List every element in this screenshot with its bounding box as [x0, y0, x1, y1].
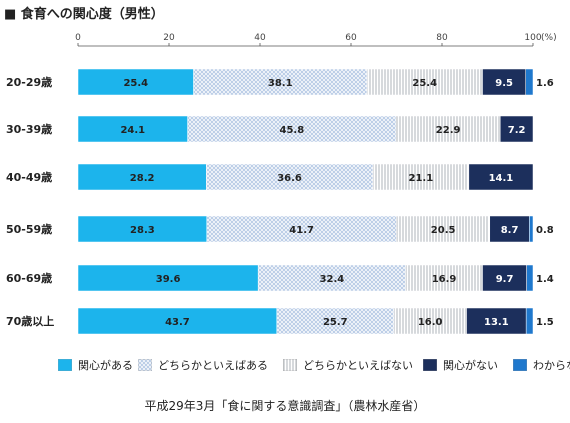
bar-segment — [77, 307, 278, 335]
data-label: 28.2 — [130, 173, 155, 184]
data-label: 1.5 — [536, 317, 554, 328]
bar-segment — [482, 264, 527, 292]
data-label: 21.1 — [408, 173, 433, 184]
data-label: 25.4 — [412, 78, 437, 89]
data-label: 16.9 — [432, 274, 457, 285]
bar-segment — [366, 68, 483, 96]
data-label: 9.7 — [496, 274, 514, 285]
bar-segment — [77, 215, 208, 243]
data-label: 32.4 — [320, 274, 345, 285]
bar-segment — [525, 68, 534, 96]
data-label: 9.5 — [495, 78, 513, 89]
data-label: 41.7 — [289, 225, 314, 236]
legend-item: どちらかといえばある — [138, 357, 268, 373]
x-tick-label: 60 — [345, 33, 357, 43]
data-label: 24.1 — [120, 125, 145, 136]
legend-label: どちらかといえばない — [303, 359, 413, 372]
bar-segment — [468, 163, 534, 191]
bar-segment — [396, 215, 491, 243]
legend-item: どちらかといえばない — [283, 357, 413, 373]
legend-label: 関心がある — [78, 359, 133, 372]
legend-item: 関心がない — [423, 357, 498, 373]
bar-segment — [526, 264, 534, 292]
bar-segment — [257, 264, 406, 292]
legend-item: 関心がある — [58, 357, 133, 373]
legend-label: 関心がない — [443, 359, 498, 372]
data-label: 16.0 — [418, 317, 443, 328]
legend-label: わからない — [533, 359, 570, 372]
data-label: 39.6 — [156, 274, 181, 285]
legend-swatch — [423, 359, 437, 371]
data-label: 1.4 — [536, 274, 554, 285]
data-label: 13.1 — [484, 317, 509, 328]
legend-swatch — [283, 359, 297, 371]
x-tick-label: 40 — [254, 33, 266, 43]
bar-segment — [489, 215, 530, 243]
chart-title: ■ 食育への関心度（男性） — [4, 7, 164, 22]
bar-segment — [372, 163, 470, 191]
legend-swatch — [513, 359, 527, 371]
source-note: 平成29年3月「食に関する意識調査」（農林水産省） — [144, 399, 426, 413]
category-labels: 20-29歳 30-39歳 40-49歳 50-59歳 60-69歳 70歳以上 — [6, 75, 54, 328]
legend: 関心がある どちらかといえばある どちらかといえばない 関心がない わからない — [58, 357, 570, 377]
data-label: 25.4 — [123, 78, 148, 89]
x-axis: 0 20 40 60 80 100 (%) — [75, 33, 557, 47]
category-label: 50-59歳 — [6, 222, 52, 236]
legend-label: どちらかといえばある — [158, 359, 268, 372]
bar-segment — [206, 215, 397, 243]
data-label: 28.3 — [130, 225, 155, 236]
bars-group: 25.4 38.1 25.4 9.5 1.6 24.1 45.8 22.9 7.2 28.2 36.… — [77, 68, 554, 335]
data-label: 7.2 — [508, 125, 526, 136]
bar-segment — [405, 264, 483, 292]
data-label: 45.8 — [280, 125, 305, 136]
data-label: 14.1 — [489, 173, 514, 184]
data-label: 25.7 — [323, 317, 348, 328]
category-label: 60-69歳 — [6, 271, 52, 285]
x-tick-label: 80 — [436, 33, 448, 43]
bar-segment — [77, 68, 194, 96]
category-label: 70歳以上 — [6, 314, 54, 328]
bar-segment — [187, 115, 397, 143]
bar-segment — [77, 264, 259, 292]
bar-segment — [482, 68, 526, 96]
bar-segment — [77, 115, 188, 143]
data-label: 20.5 — [431, 225, 456, 236]
category-label: 40-49歳 — [6, 170, 52, 184]
bar-segment — [276, 307, 395, 335]
legend-swatch — [58, 359, 72, 371]
data-label: 38.1 — [268, 78, 293, 89]
category-label: 30-39歳 — [6, 122, 52, 136]
bar-segment — [395, 115, 501, 143]
bar-segment — [193, 68, 368, 96]
legend-item: わからない — [513, 357, 570, 373]
category-label: 20-29歳 — [6, 75, 52, 89]
data-label: 1.6 — [536, 78, 554, 89]
data-label: 8.7 — [501, 225, 519, 236]
bar-segment — [466, 307, 527, 335]
x-tick-label: 20 — [163, 33, 175, 43]
data-label: 22.9 — [436, 125, 461, 136]
legend-swatch — [138, 359, 152, 371]
data-label: 0.8 — [536, 225, 554, 236]
data-label: 43.7 — [165, 317, 190, 328]
bar-segment — [499, 115, 534, 143]
data-label: 36.6 — [277, 173, 302, 184]
axis-unit-label: (%) — [541, 33, 557, 43]
x-tick-label: 0 — [75, 33, 81, 43]
bar-segment — [206, 163, 374, 191]
bar-segment — [525, 307, 534, 335]
bar-segment — [529, 215, 534, 243]
bar-segment — [77, 163, 207, 191]
x-tick-label: 100 — [524, 33, 541, 43]
